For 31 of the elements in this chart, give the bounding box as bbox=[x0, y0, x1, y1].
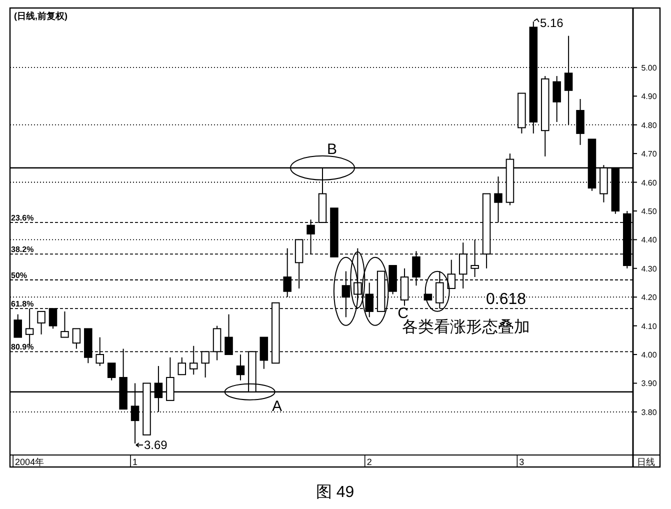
x-tick-label: 2 bbox=[366, 457, 372, 467]
annotation: 3.69 bbox=[144, 438, 168, 452]
y-tick-label: 3.90 bbox=[641, 379, 658, 388]
chart-title: (日线,前复权) bbox=[14, 11, 68, 21]
y-tick-label: 4.50 bbox=[641, 206, 658, 216]
y-tick-label: 3.80 bbox=[641, 408, 658, 417]
y-tick-label: 4.40 bbox=[641, 236, 658, 245]
y-tick-label: 4.70 bbox=[641, 150, 658, 159]
y-tick-label: 4.10 bbox=[641, 322, 658, 331]
y-tick-label: 4.30 bbox=[641, 264, 658, 274]
y-tick-label: 4.60 bbox=[641, 178, 658, 188]
y-tick-label: 4.20 bbox=[641, 293, 658, 302]
annotation: 50% bbox=[11, 270, 28, 280]
y-tick-label: 4.80 bbox=[641, 120, 658, 130]
annotation: B bbox=[326, 140, 338, 158]
annotation: 61.8% bbox=[11, 300, 34, 309]
y-tick-label: 4.00 bbox=[641, 350, 658, 360]
annotation: 各类看涨形态叠加 bbox=[402, 318, 530, 336]
caption: 图 49 bbox=[316, 484, 354, 501]
annotation: 5.16 bbox=[540, 16, 564, 30]
y-tick-label: 4.90 bbox=[641, 92, 658, 102]
x-tick-label: 2004年 bbox=[15, 457, 44, 467]
text: 日线 bbox=[637, 457, 655, 467]
x-tick-label: 3 bbox=[519, 457, 524, 467]
annotation: 38.2% bbox=[11, 245, 34, 254]
y-tick-label: 5.00 bbox=[641, 63, 658, 72]
x-tick-label: 1 bbox=[132, 457, 138, 467]
annotation: 23.6% bbox=[11, 213, 34, 222]
annotation: 0.618 bbox=[486, 291, 526, 308]
annotation: 80.9% bbox=[11, 342, 34, 352]
annotation: A bbox=[272, 398, 282, 415]
